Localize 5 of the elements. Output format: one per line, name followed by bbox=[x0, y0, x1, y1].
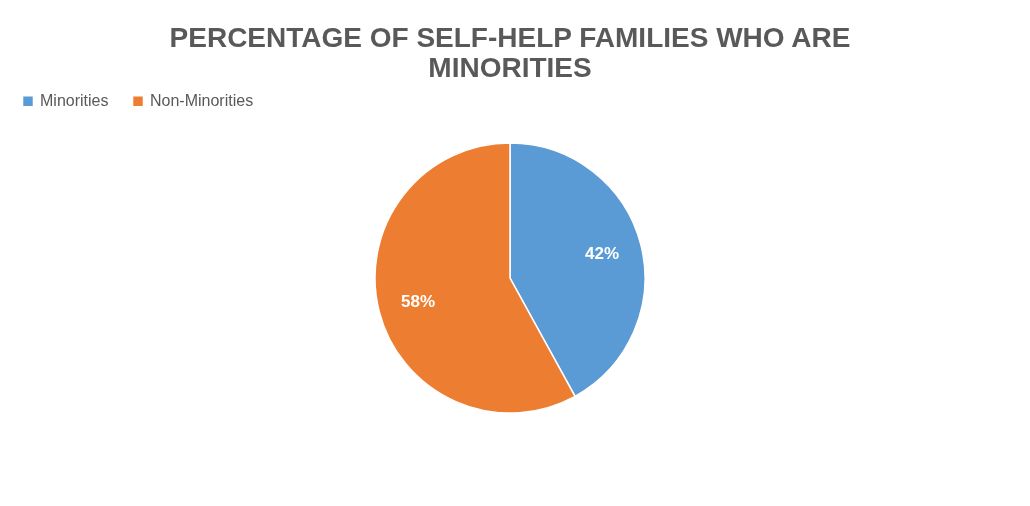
chart-title: PERCENTAGE OF SELF-HELP FAMILIES WHO ARE MINORITIES bbox=[169, 22, 851, 83]
data-label: 58% bbox=[400, 291, 435, 311]
data-label: 42% bbox=[585, 244, 620, 264]
legend-label: Minorities bbox=[40, 92, 109, 110]
legend-label: Non-Minorities bbox=[150, 92, 254, 110]
